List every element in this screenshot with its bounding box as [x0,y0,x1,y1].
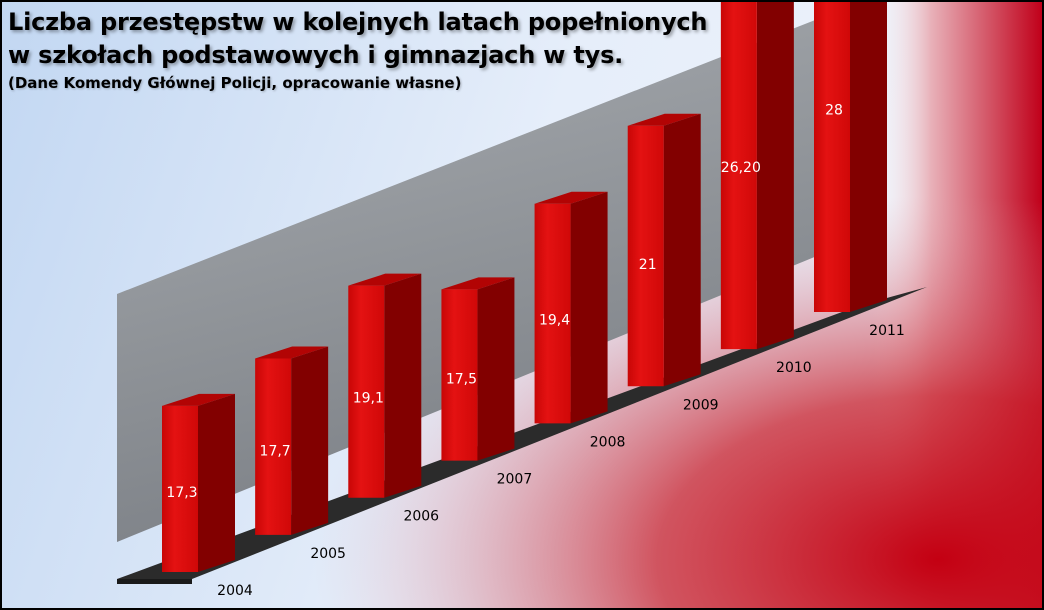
bar-2005: 17,7 2005 [255,346,346,562]
chart-subtitle: (Dane Komendy Głównej Policji, opracowan… [8,74,462,92]
bar-side-2004 [198,393,235,572]
bar-front-2005 [255,358,292,535]
data-label-2008: 19,4 [539,313,570,329]
bar-side-2011 [850,2,887,312]
bar-front-2008 [534,203,571,424]
bar-top-2008 [534,191,608,204]
bar-2009: 21 2009 [627,113,719,413]
bar-side-2006 [384,273,422,498]
data-label-2006: 19,1 [353,390,384,406]
data-label-2009: 21 [639,257,657,273]
bar-front-2006 [348,285,385,498]
bar-front-2010 [720,2,757,350]
bar-front-2007 [441,289,478,461]
chart-title-line-2: w szkołach podstawowych i gimnazjach w t… [8,41,624,69]
bars-group: 17,3 2004 17,7 2005 19,1 2006 17,5 2007 19,4 2008… [162,2,905,599]
bar-2011: 28 2011 [814,2,905,339]
data-label-2007: 17,5 [446,372,477,388]
x-tick-2011: 2011 [869,323,905,339]
bar-front-2004 [162,405,198,572]
bar-front-2011 [814,2,850,312]
x-tick-2007: 2007 [497,472,533,488]
chart-title-line-1: Liczba przestępstw w kolejnych latach po… [8,8,708,36]
data-label-2010: 26,20 [721,160,761,176]
floor-edge [117,579,192,584]
x-tick-2005: 2005 [310,546,346,562]
x-tick-2006: 2006 [403,509,439,525]
bar-top-2005 [255,346,329,359]
bar-side-2009 [663,113,701,387]
x-tick-2004: 2004 [217,583,253,599]
data-label-2005: 17,7 [260,443,291,459]
x-tick-2010: 2010 [776,360,812,376]
bar-top-2009 [627,113,701,126]
bar-2008: 19,4 2008 [534,191,626,450]
bar-side-2005 [291,346,329,535]
chart-title-block: Liczba przestępstw w kolejnych latach po… [8,6,708,94]
bar-2010: 26,20 2010 [721,2,812,376]
bar-2004: 17,3 2004 [162,393,253,599]
bar-2007: 17,5 2007 [441,277,533,488]
x-tick-2009: 2009 [683,397,719,413]
bar-side-2008 [570,191,608,424]
bar-side-2010 [756,2,794,350]
bar-top-2004 [162,393,235,406]
data-label-2011: 28 [825,102,843,118]
bar-top-2007 [441,277,515,290]
bar-2006: 19,1 2006 [348,273,439,525]
bar-side-2007 [477,277,515,461]
x-tick-2008: 2008 [590,434,626,450]
data-label-2004: 17,3 [166,485,197,501]
bar-front-2009 [627,125,664,387]
bar-top-2006 [348,273,422,286]
